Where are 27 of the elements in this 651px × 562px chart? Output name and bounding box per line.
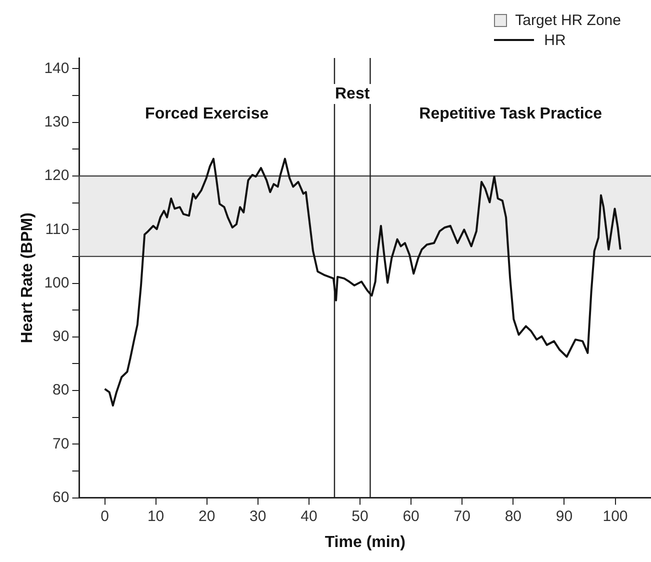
y-tick-label: 100 (44, 274, 70, 292)
x-tick-label: 0 (100, 508, 109, 525)
x-tick-label: 100 (602, 508, 628, 525)
x-tick-label: 50 (352, 508, 368, 525)
annotation: Rest (335, 85, 370, 102)
y-tick-label: 110 (45, 220, 70, 238)
y-tick-label: 60 (52, 488, 70, 506)
x-tick-label: 70 (454, 508, 470, 525)
y-tick-label: 140 (44, 60, 70, 77)
x-tick-label: 60 (402, 508, 420, 525)
annotation: Forced Exercise (145, 105, 269, 122)
y-tick-label: 70 (52, 435, 70, 452)
y-tick-label: 90 (52, 328, 70, 346)
x-tick-label: 10 (147, 508, 164, 525)
legend-label: Target HR Zone (515, 12, 621, 28)
legend-label: HR (544, 32, 566, 48)
y-tick-label: 130 (44, 114, 70, 130)
x-tick-label: 20 (198, 508, 216, 525)
x-tick-label: 40 (300, 508, 318, 525)
x-axis-title: Time (min) (324, 534, 406, 551)
annotation: Repetitive Task Practice (419, 105, 602, 122)
x-tick-label: 30 (250, 508, 266, 525)
x-tick-label: 80 (504, 508, 522, 525)
y-tick-label: 120 (44, 167, 70, 184)
x-tick-label: 90 (556, 508, 573, 525)
y-axis-title: Heart Rate (BPM) (19, 212, 36, 344)
y-tick-label: 80 (52, 382, 70, 399)
